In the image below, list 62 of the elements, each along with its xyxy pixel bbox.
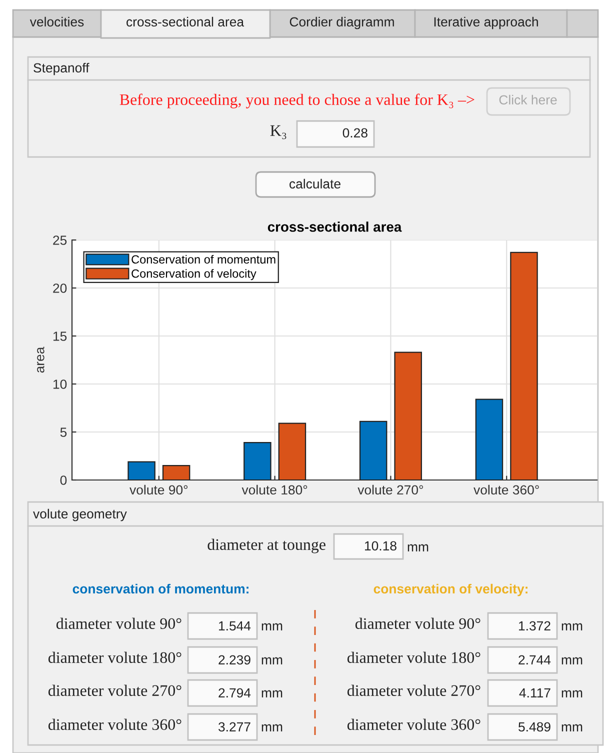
bar <box>244 442 272 480</box>
bar <box>394 352 422 480</box>
text: mm <box>562 690 582 698</box>
text: Click here <box>499 94 557 105</box>
text: diameter volute 90° <box>56 618 182 629</box>
text: Cordier diagramm <box>290 16 394 30</box>
text: 2.794 <box>218 688 251 698</box>
legend-label: Conservation of velocity <box>132 269 256 280</box>
text: 10.18 <box>364 541 396 551</box>
bar <box>278 422 306 480</box>
text: mm <box>562 724 582 732</box>
y-tick-label: 5 <box>60 428 67 437</box>
text: Iterative approach <box>434 16 538 30</box>
y-tick-label: 10 <box>53 380 67 389</box>
y-tick-label: 15 <box>53 332 67 341</box>
bar <box>475 398 504 480</box>
text: cross-sectional area <box>126 16 244 27</box>
text: 2.239 <box>218 655 250 665</box>
y-axis-title: area <box>37 346 44 373</box>
text: Stepanoff <box>34 62 90 76</box>
text: diameter volute 180° <box>347 652 480 663</box>
text: diameter volute 270° <box>347 684 480 696</box>
text: conservation of velocity: <box>374 584 528 596</box>
x-tick-label: volute 90° <box>130 484 188 495</box>
text: 5.489 <box>518 722 550 732</box>
text: diameter at tounge <box>208 538 326 554</box>
legend-label: Conservation of momentum <box>132 254 276 264</box>
text: mm <box>262 623 282 630</box>
y-tick-label: 0 <box>60 476 67 485</box>
bar <box>510 252 538 480</box>
text: 1.544 <box>218 621 251 631</box>
bar <box>128 461 156 480</box>
text: 1.372 <box>518 621 550 631</box>
text: volute geometry <box>33 508 127 522</box>
text: 3.277 <box>218 722 250 732</box>
text: conservation of momentum: <box>72 584 248 594</box>
x-tick-label: volute 180° <box>242 484 308 495</box>
text: mm <box>262 724 282 732</box>
text: diameter volute 360° <box>48 718 182 730</box>
text: diameter volute 90° <box>355 618 480 629</box>
bar <box>162 465 190 480</box>
text: diameter volute 180° <box>48 652 182 663</box>
text: 4.117 <box>519 688 550 698</box>
text: Before proceeding, you need to chose a value for K₃ –> <box>120 94 474 108</box>
y-tick-label: 25 <box>53 236 67 245</box>
text: calculate <box>290 178 340 189</box>
text: mm <box>262 690 282 698</box>
x-tick-label: volute 270° <box>358 484 423 495</box>
y-tick-label: 20 <box>53 284 67 293</box>
bar <box>359 420 388 480</box>
text: mm <box>562 623 582 630</box>
text: diameter volute 270° <box>48 684 182 696</box>
text: velocities <box>30 16 84 27</box>
chart-title: cross-sectional area <box>268 222 402 232</box>
text: 0.28 <box>342 128 368 138</box>
text: mm <box>408 544 428 552</box>
text: K₃ <box>270 125 286 140</box>
text: diameter volute 360° <box>347 718 480 730</box>
text: 2.744 <box>518 655 551 664</box>
text: mm <box>562 657 582 664</box>
x-tick-label: volute 360° <box>474 484 539 495</box>
text: mm <box>262 657 282 664</box>
